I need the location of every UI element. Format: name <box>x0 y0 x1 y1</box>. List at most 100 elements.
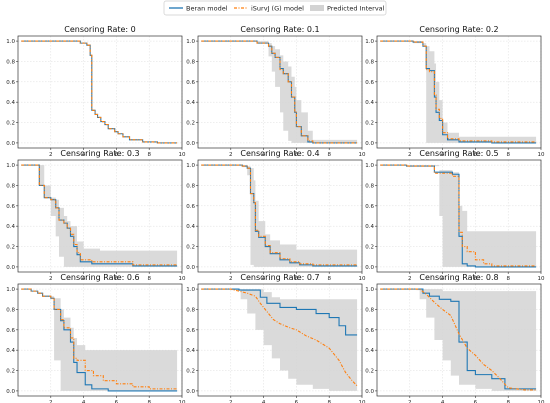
x-tick-label: 2 <box>229 276 233 282</box>
y-tick-label: 0.6 <box>186 204 195 210</box>
predicted-interval-band <box>50 296 178 391</box>
x-tick-label: 6 <box>295 400 299 403</box>
x-tick-label: 2 <box>49 276 53 282</box>
panel-4: 2 4 6 8 10 0.0 0.2 0.4 0.6 0.8 1.0 Censoring Rate: … <box>6 149 186 282</box>
y-tick-label: 0.0 <box>186 141 195 147</box>
x-tick-label: 6 <box>295 276 299 282</box>
x-tick-label: 6 <box>474 276 478 282</box>
x-tick-label: 8 <box>327 400 331 403</box>
y-tick-label: 0.6 <box>186 328 195 334</box>
isurvj-series-line <box>380 40 537 143</box>
y-tick-label: 1.0 <box>6 39 15 45</box>
legend-beran-label: Beran model <box>186 4 228 12</box>
y-tick-label: 0.4 <box>186 348 195 354</box>
y-tick-label: 0.0 <box>6 265 15 271</box>
panel-title: Censoring Rate: 0.2 <box>419 25 498 34</box>
x-tick-label: 6 <box>474 152 478 158</box>
panel-7: 2 4 6 8 10 0.0 0.2 0.4 0.6 0.8 1.0 Censoring Rate: … <box>6 273 186 403</box>
y-tick-label: 0.2 <box>186 369 195 375</box>
y-tick-label: 0.4 <box>6 100 15 106</box>
panel-title: Censoring Rate: 0.7 <box>240 273 319 282</box>
y-tick-label: 0.6 <box>365 80 374 86</box>
y-tick-label: 0.6 <box>186 80 195 86</box>
y-tick-label: 0.6 <box>6 328 15 334</box>
y-tick-label: 0.0 <box>6 141 15 147</box>
y-tick-label: 0.2 <box>365 245 374 251</box>
panel-2: 2 4 6 8 10 0.0 0.2 0.4 0.6 0.8 1.0 Censoring Rate: … <box>186 25 366 158</box>
panel-title: Censoring Rate: 0.4 <box>240 149 319 158</box>
y-tick-label: 0.6 <box>365 328 374 334</box>
panel-frame <box>17 283 183 397</box>
panel-title: Censoring Rate: 0.5 <box>419 149 498 158</box>
y-tick-label: 0.8 <box>6 59 15 65</box>
y-tick-label: 1.0 <box>186 39 195 45</box>
y-tick-label: 0.8 <box>186 183 195 189</box>
y-tick-label: 0.8 <box>186 59 195 65</box>
y-tick-label: 0.6 <box>6 80 15 86</box>
isurvj-series-line <box>201 164 358 266</box>
x-tick-label: 8 <box>506 276 510 282</box>
y-tick-label: 0.0 <box>186 389 195 395</box>
y-tick-label: 0.6 <box>6 204 15 210</box>
predicted-interval-band <box>416 289 537 391</box>
y-tick-label: 0.0 <box>365 141 374 147</box>
y-tick-label: 0.0 <box>365 389 374 395</box>
y-tick-label: 0.4 <box>186 224 195 230</box>
x-tick-label: 2 <box>229 400 233 403</box>
x-tick-label: 2 <box>408 152 412 158</box>
panel-title: Censoring Rate: 0 <box>64 25 136 34</box>
y-tick-label: 1.0 <box>186 163 195 169</box>
isurvj-series-line <box>380 164 537 267</box>
panel-title: Censoring Rate: 0.1 <box>240 25 319 34</box>
x-tick-label: 4 <box>262 400 266 403</box>
panel-frame <box>17 159 183 273</box>
panel-3: 2 4 6 8 10 0.0 0.2 0.4 0.6 0.8 1.0 Censoring Rate: … <box>365 25 545 158</box>
x-tick-label: 8 <box>327 276 331 282</box>
x-tick-label: 8 <box>147 400 151 403</box>
panel-5: 2 4 6 8 10 0.0 0.2 0.4 0.6 0.8 1.0 Censoring Rate: … <box>186 149 366 282</box>
panel-8: 2 4 6 8 10 0.0 0.2 0.4 0.6 0.8 1.0 Censoring Rate: … <box>186 273 366 403</box>
y-tick-label: 0.2 <box>6 369 15 375</box>
y-tick-label: 1.0 <box>365 287 374 293</box>
legend-interval-label: Predicted Interval <box>327 4 385 12</box>
legend-frame <box>163 0 387 16</box>
x-tick-label: 4 <box>82 152 86 158</box>
panel-frame <box>376 35 542 149</box>
x-tick-label: 6 <box>115 400 119 403</box>
panel-9: 2 4 6 8 10 0.0 0.2 0.4 0.6 0.8 1.0 Censoring Rate: … <box>365 273 545 403</box>
beran-series-line <box>201 288 358 336</box>
x-tick-label: 6 <box>474 400 478 403</box>
x-tick-label: 8 <box>327 152 331 158</box>
panel-background <box>18 36 182 148</box>
y-tick-label: 0.4 <box>186 100 195 106</box>
x-tick-label: 2 <box>408 400 412 403</box>
isurvj-series-line <box>21 288 178 390</box>
y-tick-label: 0.4 <box>6 224 15 230</box>
y-tick-label: 0.8 <box>365 59 374 65</box>
x-tick-label: 4 <box>441 276 445 282</box>
x-tick-label: 10 <box>359 152 366 158</box>
y-tick-label: 0.8 <box>365 183 374 189</box>
x-tick-label: 4 <box>441 400 445 403</box>
x-tick-label: 2 <box>408 276 412 282</box>
legend: Beran model iSurvJ (G) model Predicted I… <box>163 0 387 16</box>
x-tick-label: 4 <box>262 276 266 282</box>
x-tick-label: 8 <box>506 152 510 158</box>
panel-frame <box>197 283 363 397</box>
y-tick-label: 0.4 <box>365 100 374 106</box>
y-tick-label: 1.0 <box>365 39 374 45</box>
y-tick-label: 0.8 <box>365 307 374 313</box>
x-tick-label: 10 <box>538 152 545 158</box>
predicted-interval-band <box>257 41 358 143</box>
beran-series-line <box>380 164 537 268</box>
y-tick-label: 0.8 <box>6 307 15 313</box>
x-tick-label: 4 <box>441 152 445 158</box>
x-tick-label: 10 <box>179 276 186 282</box>
y-tick-label: 1.0 <box>365 163 374 169</box>
y-tick-label: 0.0 <box>6 389 15 395</box>
y-tick-label: 0.4 <box>365 348 374 354</box>
y-tick-label: 0.4 <box>365 224 374 230</box>
y-tick-label: 0.0 <box>186 265 195 271</box>
y-tick-label: 1.0 <box>186 287 195 293</box>
